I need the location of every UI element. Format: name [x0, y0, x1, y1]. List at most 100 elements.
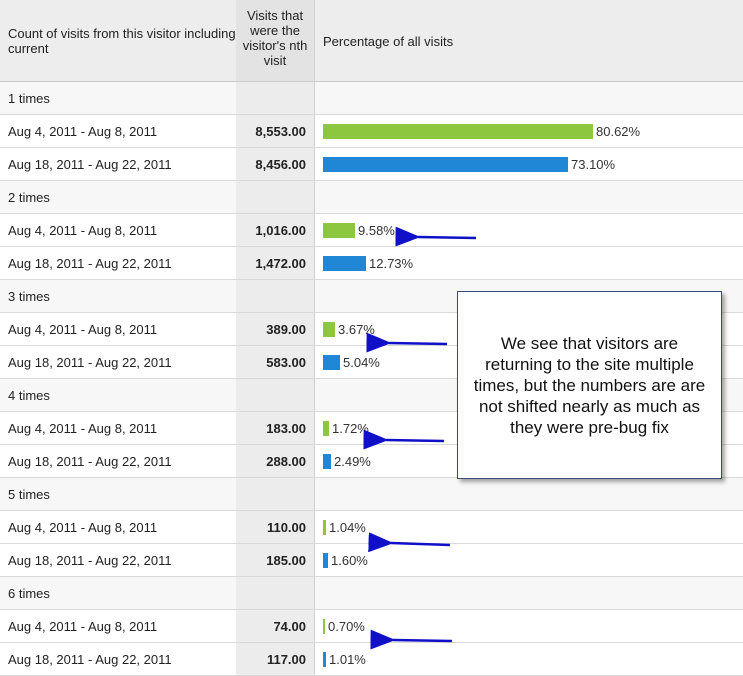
percentage-label: 9.58% — [358, 222, 395, 238]
group-row: 1 times — [0, 82, 743, 115]
group-row: 2 times — [0, 181, 743, 214]
date-range-cell: Aug 4, 2011 - Aug 8, 2011 — [8, 321, 158, 337]
group-percent-cell — [314, 280, 743, 312]
percentage-bar — [323, 255, 366, 271]
table-row: Aug 18, 2011 - Aug 22, 2011 185.00 1.60% — [0, 544, 743, 577]
date-range-cell: Aug 18, 2011 - Aug 22, 2011 — [8, 453, 172, 469]
visits-cell: 583.00 — [236, 346, 314, 378]
group-label: 2 times — [8, 189, 50, 205]
group-percent-cell — [314, 478, 743, 510]
percent-cell: 9.58% — [314, 214, 743, 246]
arrow-icon — [395, 226, 477, 247]
visits-cell: 8,456.00 — [236, 148, 314, 180]
percentage-label: 1.72% — [332, 420, 369, 436]
table-row: Aug 18, 2011 - Aug 22, 2011 8,456.00 73.10… — [0, 148, 743, 181]
table-body: 1 times Aug 4, 2011 - Aug 8, 2011 8,553.00… — [0, 82, 743, 676]
date-range-cell: Aug 4, 2011 - Aug 8, 2011 — [8, 222, 158, 238]
percentage-bar — [323, 222, 355, 238]
group-visits-cell — [236, 478, 314, 510]
group-label: 4 times — [8, 387, 50, 403]
group-visits-cell — [236, 577, 314, 609]
percentage-label: 12.73% — [369, 255, 414, 271]
visits-cell: 74.00 — [236, 610, 314, 642]
percentage-label: 73.10% — [571, 156, 616, 172]
date-range-cell: Aug 4, 2011 - Aug 8, 2011 — [8, 123, 158, 139]
percent-cell: 1.72% — [314, 412, 743, 444]
visits-cell: 389.00 — [236, 313, 314, 345]
percentage-label: 2.49% — [334, 453, 371, 469]
arrow-icon — [363, 429, 445, 450]
visits-cell: 8,553.00 — [236, 115, 314, 147]
group-label: 6 times — [8, 585, 50, 601]
percent-cell: 2.49% — [314, 445, 743, 477]
visits-cell: 117.00 — [236, 643, 314, 675]
group-percent-cell — [314, 82, 743, 114]
date-range-cell: Aug 18, 2011 - Aug 22, 2011 — [8, 552, 172, 568]
percentage-bar — [323, 453, 331, 469]
percent-cell: 5.04% — [314, 346, 743, 378]
date-range-cell: Aug 18, 2011 - Aug 22, 2011 — [8, 651, 172, 667]
date-range-cell: Aug 18, 2011 - Aug 22, 2011 — [8, 156, 172, 172]
percentage-label: 3.67% — [338, 321, 375, 337]
group-row: 5 times — [0, 478, 743, 511]
percent-cell: 1.04% — [314, 511, 743, 543]
visits-cell: 1,472.00 — [236, 247, 314, 279]
percentage-bar — [323, 156, 568, 172]
column-header-nth-visit[interactable]: Visits that were the visitor's nth visit — [236, 0, 314, 81]
visits-cell: 183.00 — [236, 412, 314, 444]
group-visits-cell — [236, 379, 314, 411]
table-row: Aug 18, 2011 - Aug 22, 2011 288.00 2.49% — [0, 445, 743, 478]
group-percent-cell — [314, 379, 743, 411]
percent-cell: 1.01% — [314, 643, 743, 675]
table-header: Count of visits from this visitor includ… — [0, 0, 743, 82]
group-label: 3 times — [8, 288, 50, 304]
percentage-bar — [323, 552, 328, 568]
table-row: Aug 4, 2011 - Aug 8, 2011 1,016.00 9.58% — [0, 214, 743, 247]
group-visits-cell — [236, 82, 314, 114]
group-label: 5 times — [8, 486, 50, 502]
table-row: Aug 18, 2011 - Aug 22, 2011 583.00 5.04% — [0, 346, 743, 379]
percentage-bar — [323, 519, 326, 535]
percent-cell: 12.73% — [314, 247, 743, 279]
column-header-percentage[interactable]: Percentage of all visits — [314, 0, 743, 81]
percentage-bar — [323, 618, 325, 634]
percentage-bar — [323, 354, 340, 370]
percent-cell: 73.10% — [314, 148, 743, 180]
column-header-visit-count[interactable]: Count of visits from this visitor includ… — [8, 26, 236, 56]
date-range-cell: Aug 18, 2011 - Aug 22, 2011 — [8, 354, 172, 370]
group-label: 1 times — [8, 90, 50, 106]
annotation-callout: We see that visitors are returning to th… — [457, 291, 722, 479]
percentage-label: 0.70% — [328, 618, 365, 634]
group-visits-cell — [236, 280, 314, 312]
visits-cell: 110.00 — [236, 511, 314, 543]
percentage-bar — [323, 321, 335, 337]
percentage-label: 1.01% — [329, 651, 366, 667]
percentage-label: 1.04% — [329, 519, 366, 535]
date-range-cell: Aug 18, 2011 - Aug 22, 2011 — [8, 255, 172, 271]
group-row: 6 times — [0, 577, 743, 610]
percent-cell: 0.70% — [314, 610, 743, 642]
date-range-cell: Aug 4, 2011 - Aug 8, 2011 — [8, 519, 158, 535]
percentage-bar — [323, 123, 593, 139]
percent-cell: 1.60% — [314, 544, 743, 576]
percent-cell: 3.67% — [314, 313, 743, 345]
visits-cell: 185.00 — [236, 544, 314, 576]
table-row: Aug 4, 2011 - Aug 8, 2011 8,553.00 80.62% — [0, 115, 743, 148]
group-visits-cell — [236, 181, 314, 213]
visits-cell: 1,016.00 — [236, 214, 314, 246]
annotation-callout-text: We see that visitors are returning to th… — [473, 333, 706, 437]
table-row: Aug 4, 2011 - Aug 8, 2011 110.00 1.04% — [0, 511, 743, 544]
arrow-icon — [368, 532, 451, 553]
group-percent-cell — [314, 577, 743, 609]
date-range-cell: Aug 4, 2011 - Aug 8, 2011 — [8, 420, 158, 436]
arrow-icon — [370, 629, 453, 650]
date-range-cell: Aug 4, 2011 - Aug 8, 2011 — [8, 618, 158, 634]
arrow-icon — [366, 332, 448, 353]
percentage-label: 1.60% — [331, 552, 368, 568]
group-percent-cell — [314, 181, 743, 213]
percentage-label: 5.04% — [343, 354, 380, 370]
percentage-label: 80.62% — [596, 123, 641, 139]
percentage-bar — [323, 651, 326, 667]
